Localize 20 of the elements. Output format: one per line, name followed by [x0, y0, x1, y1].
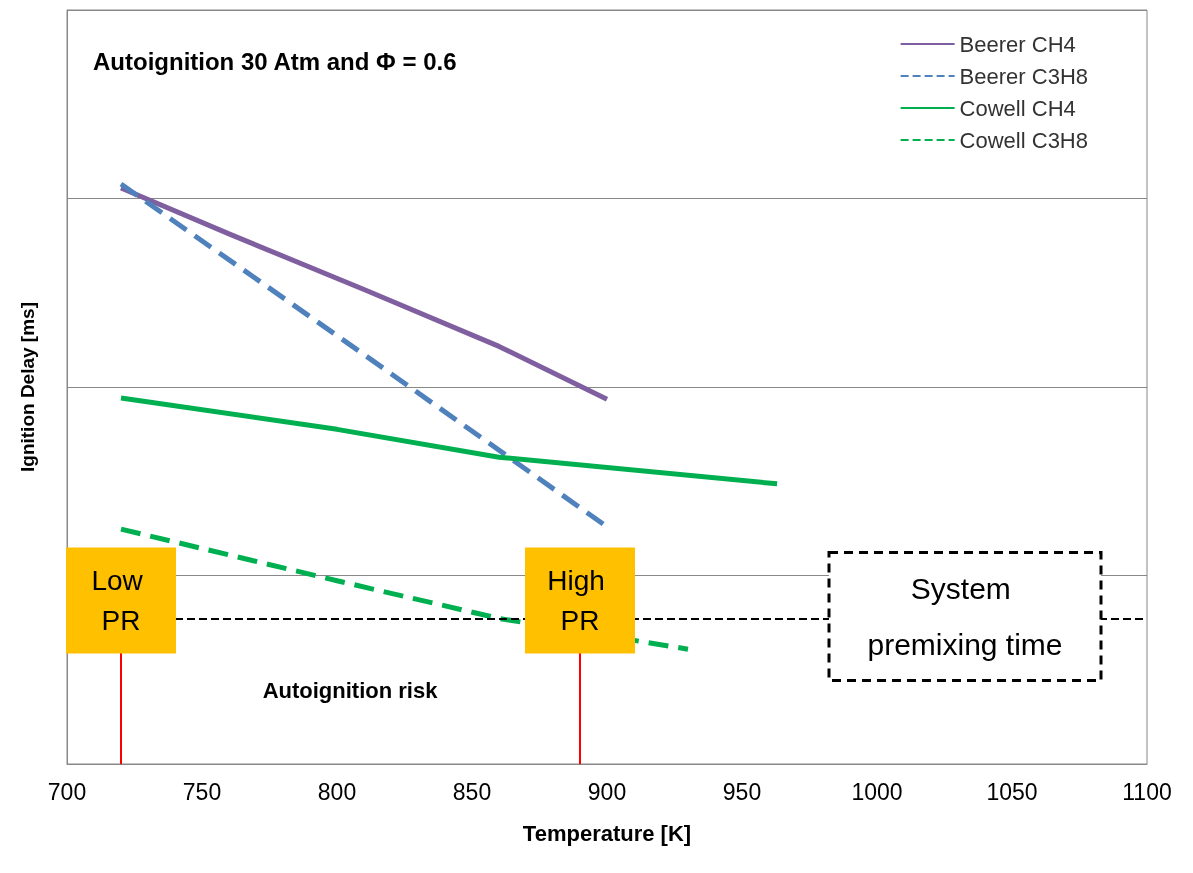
- x-tick-label: 900: [587, 778, 627, 805]
- x-tick-label: 700: [47, 778, 87, 805]
- legend-label: Cowell C3H8: [959, 127, 1088, 153]
- x-tick-label: 1000: [851, 778, 903, 805]
- x-tick-label: 950: [722, 778, 762, 805]
- x-axis-title: Temperature [K]: [522, 820, 692, 846]
- x-tick-label: 750: [182, 778, 222, 805]
- legend-label: Beerer C3H8: [959, 63, 1088, 89]
- x-tick-label: 850: [452, 778, 492, 805]
- x-tick-label: 1050: [986, 778, 1038, 805]
- y-axis-title: Ignition Delay [ms]: [17, 302, 38, 472]
- legend-label: Cowell CH4: [959, 95, 1076, 121]
- ref-line-label: Low PR: [91, 565, 151, 637]
- legend-label: Beerer CH4: [959, 31, 1076, 57]
- x-tick-label: 800: [317, 778, 357, 805]
- ref-line-label: System premixing time: [867, 572, 1063, 662]
- x-tick-label: 1100: [1122, 778, 1172, 805]
- ref-line-label: High PR: [547, 565, 613, 637]
- annotation: Autoignition risk: [262, 677, 439, 703]
- chart-title: Autoignition 30 Atm and Φ = 0.6: [93, 47, 457, 75]
